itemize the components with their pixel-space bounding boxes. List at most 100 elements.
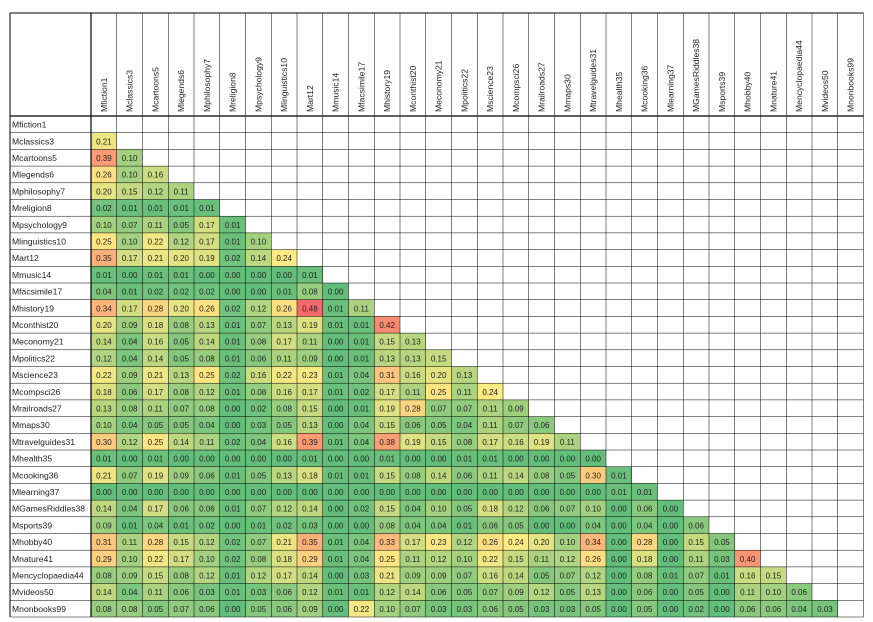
cell-value: 0.14: [508, 571, 524, 580]
heat-cell: [322, 349, 349, 367]
cell-value: 0.05: [714, 538, 730, 547]
row-label: MGamesRiddles38: [12, 504, 85, 514]
heat-cell: [657, 566, 684, 584]
cell-value: 0.00: [173, 455, 189, 464]
cell-value: 0.19: [199, 254, 215, 263]
heat-cell: [322, 550, 349, 567]
heat-cell: [297, 266, 323, 283]
cell-value: 0.01: [328, 471, 344, 480]
column-label: Mlinguistics10: [279, 58, 289, 112]
cell-value: 0.24: [482, 388, 498, 397]
cell-value: 0.19: [148, 471, 164, 480]
cell-value: 0.12: [585, 571, 601, 580]
cell-value: 0.08: [251, 388, 267, 397]
cell-value: 0.35: [302, 538, 318, 547]
heat-cell: [374, 316, 400, 334]
heat-cell: [271, 583, 297, 601]
heat-cell: [760, 600, 787, 617]
cell-value: 0.31: [379, 371, 395, 380]
cell-value: 0.16: [276, 388, 292, 397]
cell-value: 0.09: [173, 471, 189, 480]
heat-cell: [451, 433, 478, 450]
heat-cell: [271, 333, 297, 350]
cell-value: 0.09: [405, 571, 421, 580]
heat-cell: [425, 383, 452, 400]
heat-cell: [322, 516, 349, 534]
heat-cell: [503, 583, 529, 601]
heat-cell: [580, 566, 606, 584]
cell-value: 0.01: [611, 471, 627, 480]
heat-cell: [425, 566, 452, 584]
heat-cell: [554, 483, 581, 501]
cell-value: 0.19: [379, 404, 395, 413]
cell-value: 0.04: [791, 605, 807, 614]
cell-value: 0.01: [276, 288, 292, 297]
cell-value: 0.14: [302, 571, 318, 580]
heat-cell: [116, 383, 143, 400]
heat-cell: [142, 483, 169, 501]
heat-cell: [245, 500, 272, 517]
heat-cell: [91, 466, 117, 484]
row-label: Mcartoons5: [12, 153, 57, 163]
heat-cell: [400, 516, 426, 534]
cell-value: 0.21: [379, 571, 395, 580]
heat-cell: [528, 566, 555, 584]
heat-cell: [168, 433, 194, 450]
heat-cell: [322, 433, 349, 450]
cell-value: 0.08: [96, 571, 112, 580]
heat-cell: [245, 416, 272, 434]
cell-value: 0.00: [225, 271, 241, 280]
heat-cell: [425, 483, 452, 501]
heat-cell: [709, 550, 735, 567]
cell-value: 0.00: [663, 505, 679, 514]
heat-cell: [374, 383, 400, 400]
heat-cell: [580, 600, 606, 617]
cell-value: 0.22: [148, 555, 164, 564]
cell-value: 0.02: [688, 605, 704, 614]
cell-value: 0.26: [482, 538, 498, 547]
heat-cell: [219, 349, 246, 367]
heat-cell: [219, 399, 246, 417]
cell-value: 0.17: [302, 388, 318, 397]
cell-value: 0.20: [431, 371, 447, 380]
heat-cell: [528, 500, 555, 517]
heat-cell: [477, 433, 503, 450]
cell-value: 0.00: [328, 455, 344, 464]
row-label: Mmaps30: [12, 420, 50, 430]
row-label: Msports39: [12, 520, 52, 530]
cell-value: 0.00: [328, 488, 344, 497]
heat-cell: [503, 466, 529, 484]
cell-value: 0.26: [276, 304, 292, 313]
heat-cell: [245, 299, 272, 317]
heat-cell: [116, 216, 143, 233]
cell-value: 0.12: [457, 538, 473, 547]
cell-value: 0.03: [457, 605, 473, 614]
cell-value: 0.00: [663, 555, 679, 564]
heat-cell: [297, 566, 323, 584]
cell-value: 0.04: [122, 354, 138, 363]
heat-cell: [528, 583, 555, 601]
cell-value: 0.02: [225, 538, 241, 547]
heat-cell: [219, 533, 246, 551]
cell-value: 0.02: [276, 521, 292, 530]
heat-cell: [451, 500, 478, 517]
cell-value: 0.05: [457, 588, 473, 597]
cell-value: 0.06: [276, 605, 292, 614]
heat-cell: [219, 600, 246, 617]
cell-value: 0.19: [405, 438, 421, 447]
heat-cell: [631, 516, 658, 534]
cell-value: 0.01: [225, 588, 241, 597]
column-label: Mhealth35: [614, 72, 624, 112]
heat-cell: [477, 566, 503, 584]
cell-value: 0.00: [431, 455, 447, 464]
cell-value: 0.22: [276, 371, 292, 380]
cell-value: 0.01: [199, 204, 215, 213]
heat-cell: [477, 450, 503, 467]
cell-value: 0.29: [96, 555, 112, 564]
cell-value: 0.01: [225, 338, 241, 347]
heat-cell: [322, 366, 349, 384]
heat-cell: [528, 533, 555, 551]
heat-cell: [580, 516, 606, 534]
heat-cell: [168, 299, 194, 317]
heat-cell: [297, 366, 323, 384]
